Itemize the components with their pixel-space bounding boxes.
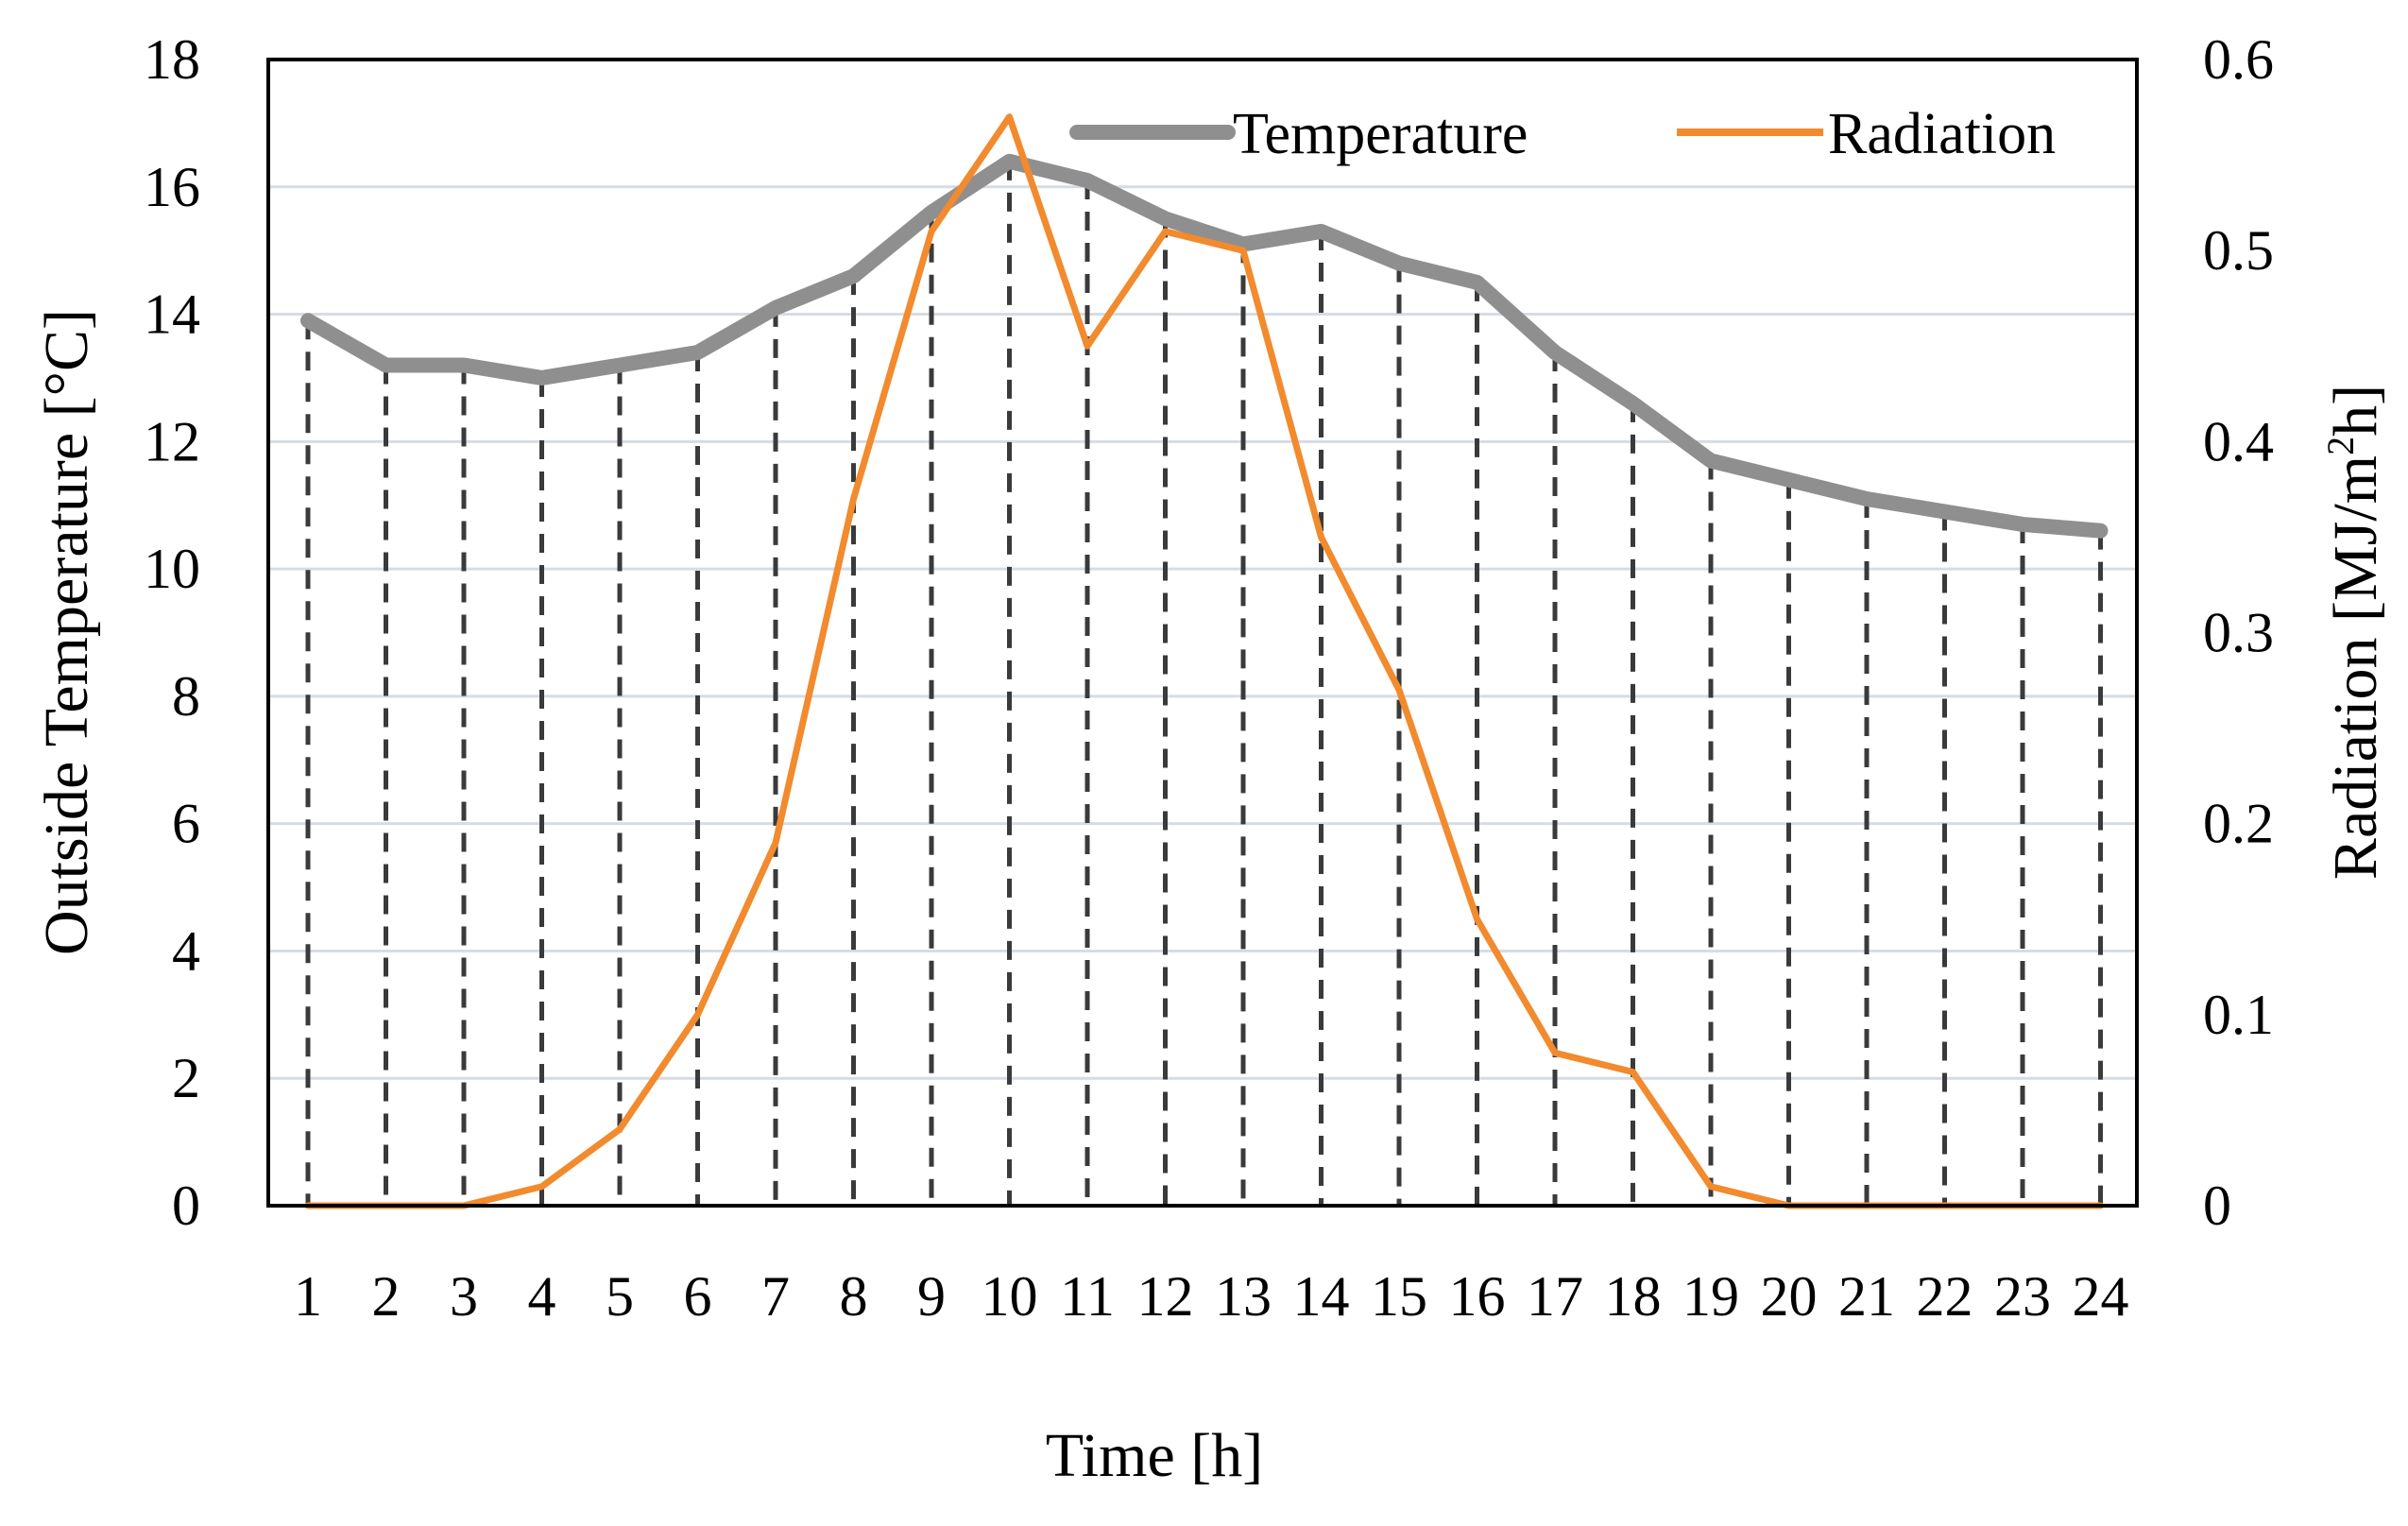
temperature-point [853,275,855,277]
radiation-point [541,1186,543,1188]
y-axis-right-title-main: Radiation [MJ/m [2321,455,2390,880]
x-tick-label: 13 [1215,1265,1272,1328]
x-tick-label: 20 [1761,1265,1818,1328]
x-tick-label: 8 [840,1265,868,1328]
legend-label-radiation: Radiation [1828,102,2056,166]
y-axis-right-title-end: h] [2321,385,2390,437]
x-tick-label: 4 [528,1265,556,1328]
radiation-point [775,842,777,844]
x-tick-label: 18 [1605,1265,1662,1328]
y-right-tick-label: 0.5 [2203,219,2274,282]
radiation-point [1086,345,1088,347]
temperature-point [1321,231,1323,232]
temperature-point [619,364,621,366]
y-left-tick-label: 4 [172,919,200,982]
radiation-point [931,231,932,232]
temperature-point [775,307,777,309]
temperature-point [2100,530,2102,532]
y-right-tick-label: 0.2 [2203,793,2274,855]
x-tick-label: 16 [1449,1265,1506,1328]
temperature-point [385,364,387,366]
y-left-tick-label: 6 [172,793,200,855]
x-tick-label: 7 [761,1265,790,1328]
temperature-point [931,212,932,214]
temperature-point [697,351,699,353]
temperature-point [1398,263,1400,265]
y-left-tick-label: 8 [172,665,200,728]
x-tick-label: 12 [1137,1265,1194,1328]
y-right-tick-label: 0.6 [2203,28,2274,91]
y-left-tick-label: 10 [144,538,200,600]
radiation-point [1165,231,1167,232]
x-tick-label: 14 [1293,1265,1350,1328]
radiation-point [1632,1071,1634,1072]
temperature-point [1554,351,1556,353]
y-axis-left-title: Outside Temperature [°C] [32,309,101,955]
x-tick-label: 11 [1060,1265,1115,1328]
temperature-point [2022,523,2024,525]
temperature-point [1242,243,1244,245]
temperature-line [300,153,2109,539]
temperature-point [463,364,465,366]
y-left-tick-label: 16 [144,156,200,218]
y-right-tick-label: 0.4 [2203,410,2274,472]
temperature-point [1710,460,1712,462]
temperature-point [1944,510,1946,512]
y-left-tick-label: 0 [172,1175,200,1237]
radiation-point [1321,536,1323,538]
radiation-point [1242,249,1244,251]
y-left-tick-label: 18 [144,28,200,91]
y-axis-right-title-superscript: 2 [2319,437,2362,455]
x-tick-label: 23 [1994,1265,2051,1328]
y-left-tick-label: 12 [144,410,200,472]
y-axis-right-title: Radiation [MJ/m2h] [2319,385,2390,880]
plot-frame [266,58,2139,1208]
x-tick-label: 10 [982,1265,1038,1328]
temperature-point [541,377,543,379]
x-tick-label: 22 [1917,1265,1973,1328]
temperature-point [1632,403,1634,404]
x-tick-label: 2 [372,1265,401,1328]
temperature-point [1788,479,1790,481]
radiation-point [1710,1186,1712,1188]
y-left-tick-label: 2 [172,1047,200,1109]
y-left-tick-label: 14 [144,283,200,346]
y-right-tick-label: 0.1 [2203,984,2274,1046]
x-tick-label: 19 [1682,1265,1739,1328]
x-tick-label: 6 [684,1265,712,1328]
temperature-point [307,319,309,321]
radiation-point [1009,116,1011,118]
radiation-point [853,498,855,500]
x-axis-title: Time [h] [1046,1421,1263,1490]
legend: Temperature Radiation [1069,102,2056,166]
y-right-tick-label: 0 [2203,1175,2231,1237]
x-tick-label: 9 [917,1265,946,1328]
gridlines [268,185,2137,1080]
y-right-tick-label: 0.3 [2203,602,2274,664]
x-tick-label: 21 [1838,1265,1895,1328]
radiation-point [697,1014,699,1016]
temperature-point [1477,282,1478,283]
temperature-point [1165,217,1167,219]
x-tick-label: 24 [2073,1265,2129,1328]
x-tick-label: 5 [606,1265,634,1328]
x-tick-label: 15 [1371,1265,1427,1328]
temperature-point [1009,161,1011,163]
x-tick-label: 1 [294,1265,322,1328]
radiation-point [1477,918,1478,920]
temperature-point [1086,180,1088,181]
radiation-point [619,1128,621,1130]
temperature-point [1866,498,1868,500]
radiation-point [1554,1052,1556,1054]
legend-label-temperature: Temperature [1233,102,1528,166]
radiation-point [1398,689,1400,691]
x-tick-label: 3 [450,1265,478,1328]
x-tick-label: 17 [1527,1265,1583,1328]
